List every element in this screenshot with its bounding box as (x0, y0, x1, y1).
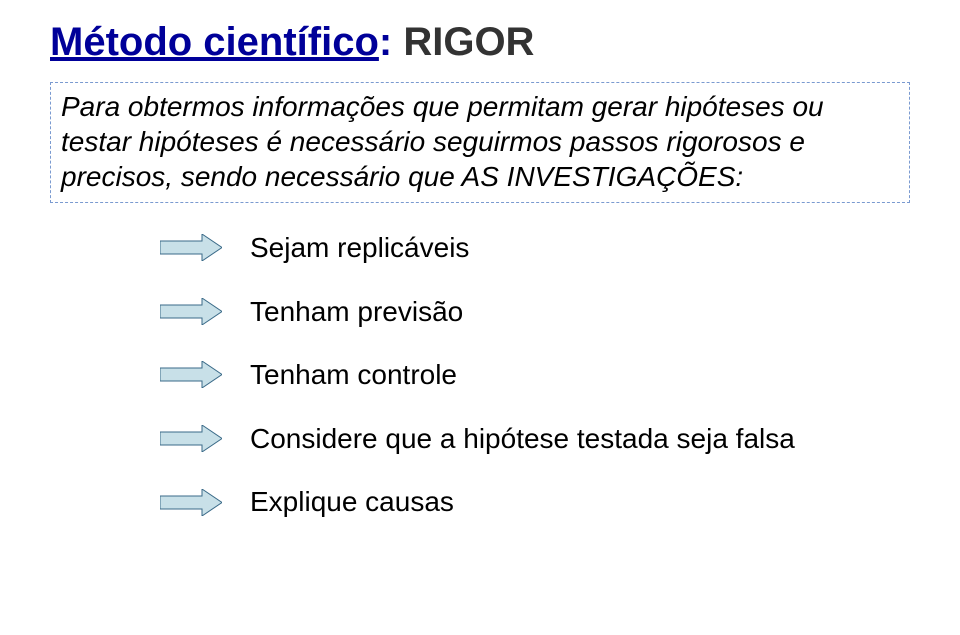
arrow-icon (160, 234, 222, 261)
slide-title: Método científico: RIGOR (50, 20, 910, 64)
arrow-icon (160, 425, 222, 452)
title-part1: Método científico (50, 20, 379, 64)
bullet-label: Tenham controle (250, 358, 457, 392)
bullet-list: Sejam replicáveis Tenham previsão Tenham… (160, 231, 910, 519)
arrow-icon (160, 361, 222, 388)
title-part2: RIGOR (403, 20, 534, 64)
bullet-label: Considere que a hipótese testada seja fa… (250, 422, 795, 456)
title-colon: : (379, 20, 403, 64)
slide: Método científico: RIGOR Para obtermos i… (0, 0, 960, 635)
bullet-label: Tenham previsão (250, 295, 463, 329)
bullet-row: Sejam replicáveis (160, 231, 910, 265)
bullet-row: Explique causas (160, 485, 910, 519)
intro-box: Para obtermos informações que permitam g… (50, 82, 910, 203)
intro-text: Para obtermos informações que permitam g… (61, 91, 824, 192)
bullet-row: Tenham previsão (160, 295, 910, 329)
arrow-icon (160, 298, 222, 325)
arrow-icon (160, 489, 222, 516)
bullet-row: Considere que a hipótese testada seja fa… (160, 422, 910, 456)
bullet-label: Explique causas (250, 485, 454, 519)
bullet-label: Sejam replicáveis (250, 231, 469, 265)
bullet-row: Tenham controle (160, 358, 910, 392)
